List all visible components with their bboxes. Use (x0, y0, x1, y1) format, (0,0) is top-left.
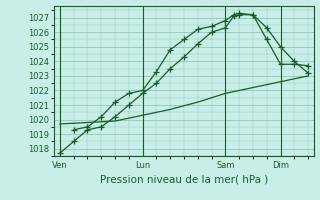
X-axis label: Pression niveau de la mer( hPa ): Pression niveau de la mer( hPa ) (100, 174, 268, 184)
